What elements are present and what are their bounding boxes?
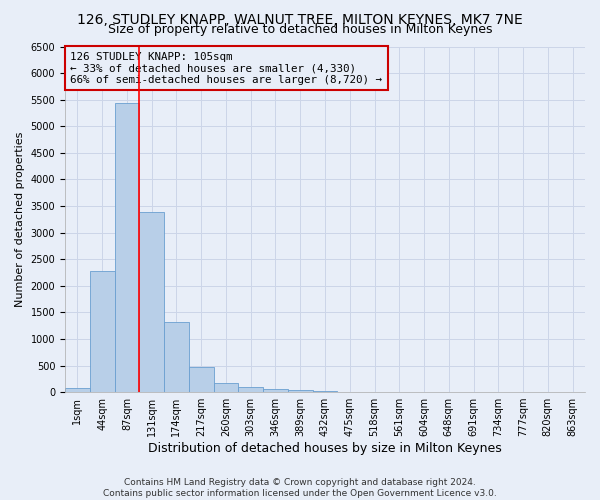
X-axis label: Distribution of detached houses by size in Milton Keynes: Distribution of detached houses by size … [148,442,502,455]
Bar [65,388,90,392]
Bar [189,366,214,392]
Bar [214,384,238,392]
Text: Contains HM Land Registry data © Crown copyright and database right 2024.
Contai: Contains HM Land Registry data © Crown c… [103,478,497,498]
Text: 126, STUDLEY KNAPP, WALNUT TREE, MILTON KEYNES, MK7 7NE: 126, STUDLEY KNAPP, WALNUT TREE, MILTON … [77,12,523,26]
Bar [164,322,189,392]
Bar [90,271,115,392]
Bar [238,388,263,392]
Text: 126 STUDLEY KNAPP: 105sqm
← 33% of detached houses are smaller (4,330)
66% of se: 126 STUDLEY KNAPP: 105sqm ← 33% of detac… [70,52,382,85]
Text: Size of property relative to detached houses in Milton Keynes: Size of property relative to detached ho… [108,22,492,36]
Bar [263,389,288,392]
Bar [115,104,139,392]
Bar [288,390,313,392]
Bar [139,212,164,392]
Y-axis label: Number of detached properties: Number of detached properties [15,132,25,307]
